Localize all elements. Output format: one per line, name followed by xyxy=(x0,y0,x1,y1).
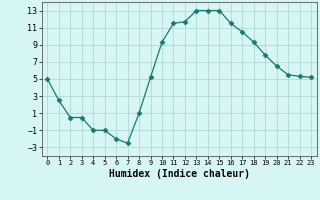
X-axis label: Humidex (Indice chaleur): Humidex (Indice chaleur) xyxy=(109,169,250,179)
